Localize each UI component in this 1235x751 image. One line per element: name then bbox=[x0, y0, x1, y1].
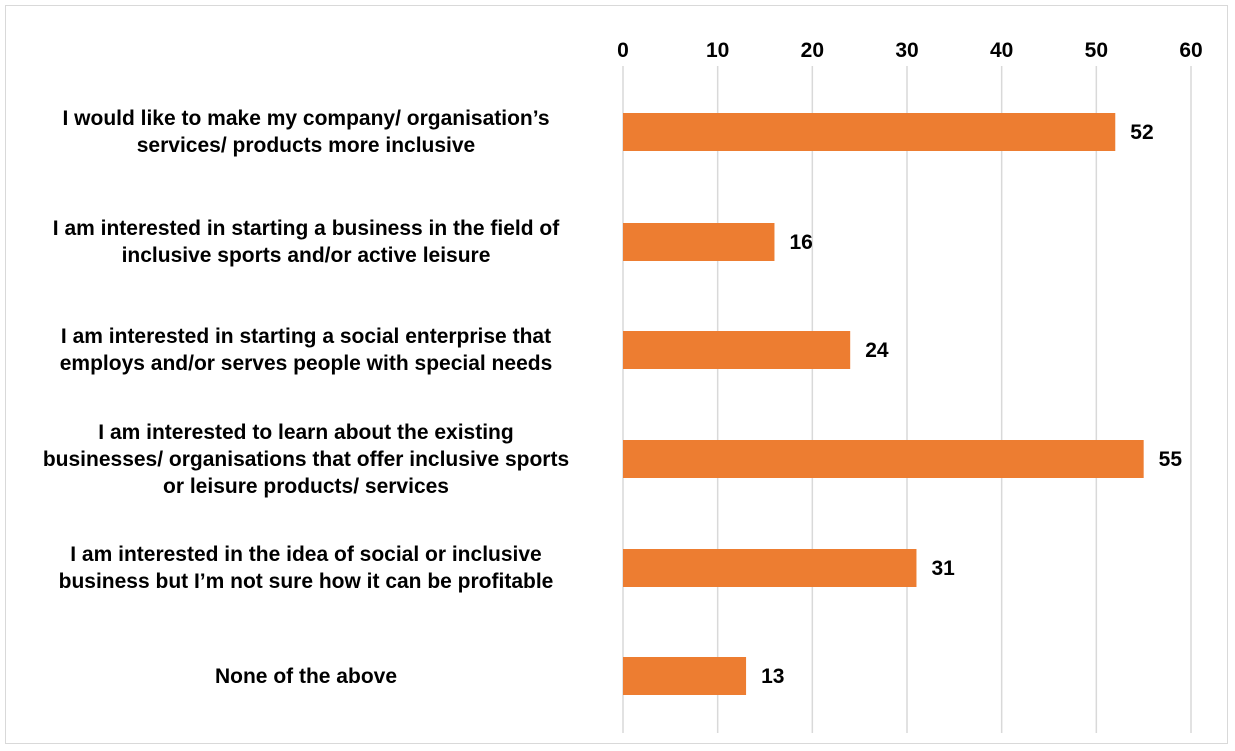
data-label: 55 bbox=[1159, 448, 1183, 471]
bars bbox=[623, 113, 1144, 695]
category-label: I am interested in starting a business i… bbox=[11, 215, 601, 269]
category-label: I am interested in the idea of social or… bbox=[11, 541, 601, 595]
category-label-line: business but I’m not sure how it can be … bbox=[58, 570, 554, 593]
category-label: I would like to make my company/ organis… bbox=[11, 105, 601, 159]
x-axis-ticks: 0 10 20 30 40 50 60 bbox=[617, 39, 1203, 62]
bar bbox=[623, 331, 851, 369]
x-tick-label: 60 bbox=[1179, 39, 1202, 62]
bar-chart: 0 10 20 30 40 50 60 52 16 24 55 31 13 bbox=[617, 39, 1203, 733]
data-label: 52 bbox=[1130, 121, 1153, 144]
data-label: 13 bbox=[761, 665, 784, 688]
bar bbox=[623, 549, 917, 587]
category-label-line: I am interested in the idea of social or… bbox=[70, 543, 542, 566]
x-tick-label: 40 bbox=[990, 39, 1013, 62]
category-label-line: businesses/ organisations that offer inc… bbox=[42, 447, 570, 471]
category-label-line: I am interested in starting a social ent… bbox=[60, 325, 552, 348]
gridlines bbox=[622, 66, 1192, 733]
category-label-line: None of the above bbox=[214, 664, 398, 688]
category-label-line: I would like to make my company/ organis… bbox=[62, 107, 550, 130]
category-label-line: or leisure products/ services bbox=[163, 474, 449, 498]
category-label-line: I am interested to learn about the exist… bbox=[98, 420, 514, 444]
category-label-line: inclusive sports and/or active leisure bbox=[121, 244, 491, 267]
category-label-line: I am interested in starting a business i… bbox=[52, 217, 560, 240]
chart-frame: 0 10 20 30 40 50 60 52 16 24 55 31 13 I would like … bbox=[5, 5, 1228, 744]
bar bbox=[623, 113, 1116, 151]
data-label: 24 bbox=[865, 339, 889, 362]
bar bbox=[623, 657, 747, 695]
category-label-line: employs and/or serves people with specia… bbox=[59, 352, 553, 375]
bar bbox=[623, 440, 1144, 478]
data-label: 31 bbox=[931, 557, 955, 580]
category-label: None of the above bbox=[11, 663, 601, 690]
x-tick-label: 0 bbox=[617, 39, 629, 62]
x-tick-label: 10 bbox=[706, 39, 729, 62]
x-tick-label: 50 bbox=[1085, 39, 1108, 62]
category-label: I am interested to learn about the exist… bbox=[11, 419, 601, 500]
x-tick-label: 20 bbox=[801, 39, 824, 62]
bar bbox=[623, 223, 775, 261]
data-label: 16 bbox=[789, 231, 812, 254]
category-label-line: services/ products more inclusive bbox=[136, 134, 476, 157]
x-tick-label: 30 bbox=[895, 39, 918, 62]
category-label: I am interested in starting a social ent… bbox=[11, 323, 601, 377]
data-labels: 52 16 24 55 31 13 bbox=[761, 121, 1182, 688]
